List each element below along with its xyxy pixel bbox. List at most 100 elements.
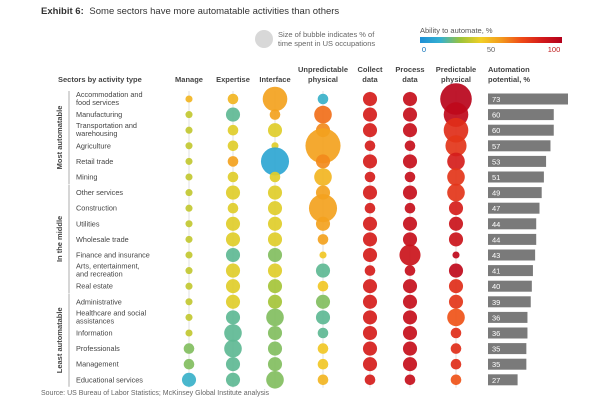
potential-value-7: 47	[492, 204, 500, 213]
bubble-18-0	[181, 372, 197, 387]
bubble-18-2	[266, 371, 284, 389]
bubble-10-1	[225, 247, 241, 263]
potential-bar-8	[488, 218, 537, 230]
bubble-13-1	[225, 294, 241, 309]
sector-row-3: Agriculture 57	[76, 128, 551, 164]
bubble-8-3	[315, 216, 331, 231]
bubble-0-1	[227, 93, 239, 105]
bubble-14-3	[315, 310, 331, 325]
chart-title: Exhibit 6: Some sectors have more automa…	[41, 6, 339, 17]
sector-name-14-line-0: Healthcare and social	[76, 308, 147, 317]
bubble-9-0	[185, 235, 193, 243]
column-header-4-line-0: Collect	[357, 65, 383, 74]
potential-bar-11	[488, 265, 533, 277]
bubble-17-6	[450, 358, 462, 370]
bubble-6-4	[362, 185, 378, 200]
sector-name-7-line-0: Construction	[76, 204, 117, 213]
sector-row-1: Manufacturing 60	[76, 102, 554, 127]
sector-row-16: Professionals 35	[76, 339, 527, 358]
bubble-18-1	[225, 372, 241, 387]
sector-name-9-line-0: Wholesale trade	[76, 235, 129, 244]
size-legend-line2: time spent in US occupations	[278, 39, 375, 48]
column-header-5-line-1: data	[402, 75, 418, 84]
bubble-3-5	[404, 140, 416, 152]
potential-bar-10	[488, 249, 536, 261]
potential-bar-6	[488, 187, 542, 199]
bubble-15-3	[317, 327, 329, 339]
bubble-0-4	[362, 91, 378, 107]
bubble-10-6	[452, 251, 460, 259]
bubble-13-2	[267, 294, 283, 309]
bubble-15-5	[402, 325, 418, 341]
bubble-8-2	[267, 216, 283, 231]
bubble-14-5	[402, 310, 418, 325]
bubble-4-5	[402, 154, 418, 169]
sector-name-15-line-0: Information	[76, 329, 113, 338]
value-header-line2: potential, %	[488, 75, 530, 84]
bubble-13-4	[362, 294, 378, 309]
potential-value-10: 43	[492, 251, 500, 260]
bubble-17-4	[362, 357, 378, 372]
potential-value-16: 35	[492, 345, 500, 354]
bubble-9-1	[225, 232, 241, 247]
bubble-7-5	[404, 202, 416, 214]
bubble-6-6	[447, 183, 465, 202]
group-label-0: Most automatable	[55, 106, 64, 170]
column-header-1-line-0: Expertise	[216, 75, 250, 84]
bubble-1-5	[402, 107, 418, 122]
bubble-1-2	[269, 109, 281, 120]
bubble-5-6	[447, 168, 465, 186]
sector-name-11-line-1: and recreation	[76, 270, 123, 279]
sector-name-1-line-0: Manufacturing	[76, 110, 122, 119]
column-header-3-line-0: Unpredictable	[298, 65, 348, 74]
potential-bar-4	[488, 155, 547, 167]
bubble-4-2	[260, 147, 290, 176]
bubble-0-0	[185, 95, 193, 103]
bubble-1-0	[185, 111, 193, 119]
potential-value-17: 35	[492, 360, 500, 369]
bubble-18-4	[364, 374, 376, 386]
sector-name-16-line-0: Professionals	[76, 344, 120, 353]
bubble-5-1	[227, 171, 239, 183]
potential-value-2: 60	[492, 126, 500, 135]
bubble-4-4	[362, 154, 378, 169]
potential-bar-18	[488, 374, 518, 386]
value-header-line1: Automation	[488, 65, 530, 74]
bubble-11-4	[364, 265, 376, 276]
bubble-11-1	[225, 263, 241, 278]
bubble-6-2	[267, 185, 283, 200]
bubble-7-3	[308, 194, 338, 223]
bubble-0-3	[317, 93, 329, 105]
bubble-9-3	[317, 234, 329, 245]
potential-bar-2	[488, 124, 554, 136]
bubble-6-1	[225, 185, 241, 200]
bubble-2-4	[362, 123, 378, 138]
bubble-5-0	[185, 173, 193, 181]
bubble-9-4	[362, 232, 378, 247]
column-header-2-line-0: Interface	[259, 75, 290, 84]
column-header-6-line-1: physical	[441, 75, 471, 84]
sector-row-15: Information 36	[76, 324, 528, 342]
potential-bar-7	[488, 202, 540, 214]
bubble-8-1	[225, 216, 241, 231]
potential-bar-17	[488, 358, 527, 370]
bubble-18-3	[317, 374, 329, 386]
bubble-16-4	[362, 341, 378, 356]
bubble-2-6	[443, 117, 469, 143]
sector-name-0-line-0: Accommodation and	[76, 90, 143, 99]
sector-name-6-line-0: Other services	[76, 188, 123, 197]
potential-bar-0	[488, 93, 568, 105]
color-scale-tick-100: 100	[548, 45, 561, 54]
bubble-8-6	[448, 216, 464, 231]
group-label-1: In the middle	[55, 216, 64, 262]
potential-bar-5	[488, 171, 544, 183]
potential-value-11: 41	[492, 267, 500, 276]
bubble-8-4	[362, 216, 378, 231]
potential-bar-16	[488, 343, 527, 355]
bubble-4-0	[185, 157, 193, 165]
potential-bar-13	[488, 296, 531, 308]
sector-name-18-line-0: Educational services	[76, 375, 143, 384]
